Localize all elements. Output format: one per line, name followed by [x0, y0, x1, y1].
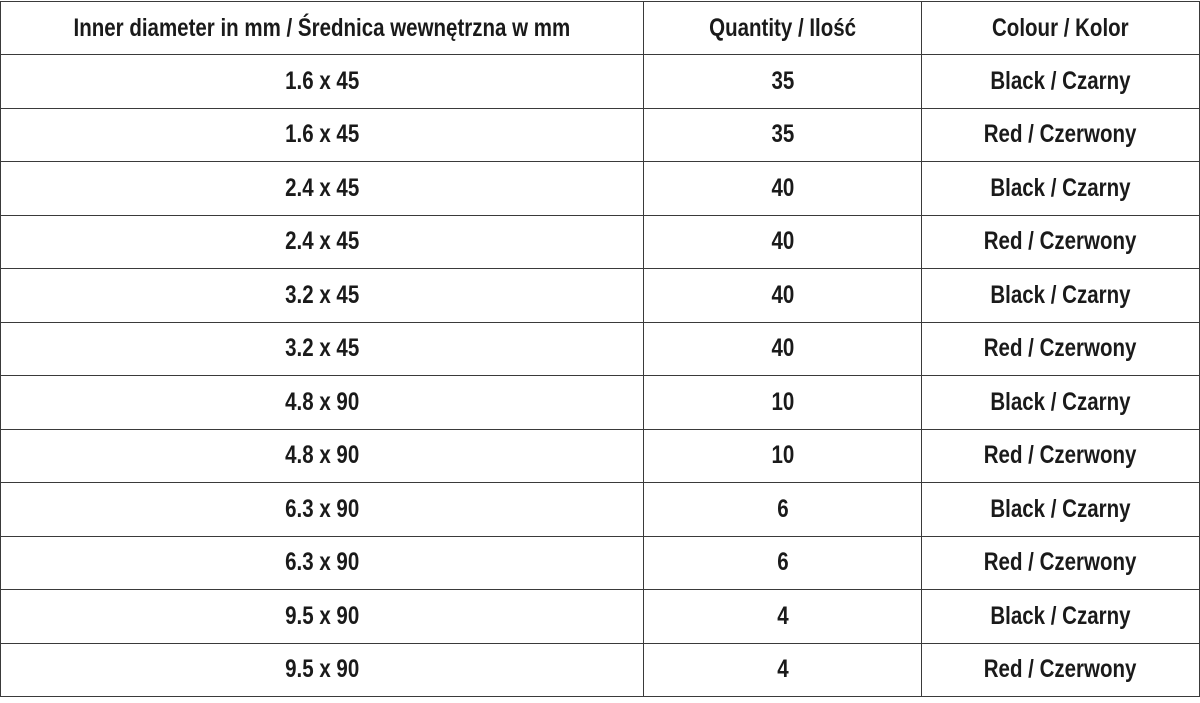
cell-text: 6	[776, 494, 789, 523]
cell-quantity: 4	[643, 589, 922, 644]
table-row: 3.2 x 45 40 Red / Czerwony	[0, 321, 1200, 376]
cell-text: 40	[771, 334, 794, 363]
cell-text: Black / Czarny	[990, 280, 1131, 309]
cell-inner-diameter: 6.3 x 90	[0, 535, 644, 590]
cell-colour: Black / Czarny	[921, 268, 1200, 323]
table-row: 1.6 x 45 35 Red / Czerwony	[0, 107, 1200, 162]
table-row: 2.4 x 45 40 Black / Czarny	[0, 161, 1200, 216]
cell-text: Black / Czarny	[990, 173, 1131, 202]
cell-colour: Black / Czarny	[921, 589, 1200, 644]
cell-quantity: 40	[643, 321, 922, 376]
cell-inner-diameter: 9.5 x 90	[0, 642, 644, 697]
header-label: Colour / Kolor	[992, 13, 1129, 42]
header-row: Inner diameter in mm / Średnica wewnętrz…	[0, 1, 1200, 55]
cell-inner-diameter: 9.5 x 90	[0, 589, 644, 644]
cell-inner-diameter: 2.4 x 45	[0, 161, 644, 216]
cell-text: Red / Czerwony	[984, 441, 1137, 470]
cell-quantity: 40	[643, 161, 922, 216]
cell-text: 40	[771, 280, 794, 309]
cell-text: 6.3 x 90	[284, 494, 360, 523]
cell-inner-diameter: 4.8 x 90	[0, 375, 644, 430]
cell-inner-diameter: 2.4 x 45	[0, 214, 644, 269]
cell-text: 1.6 x 45	[284, 66, 360, 95]
cell-text: Red / Czerwony	[984, 334, 1137, 363]
cell-colour: Red / Czerwony	[921, 214, 1200, 269]
cell-text: 40	[771, 173, 794, 202]
cell-quantity: 10	[643, 428, 922, 483]
cell-quantity: 4	[643, 642, 922, 697]
cell-colour: Red / Czerwony	[921, 321, 1200, 376]
cell-quantity: 35	[643, 54, 922, 109]
cell-text: 35	[771, 120, 794, 149]
cell-text: 6.3 x 90	[284, 548, 360, 577]
cell-text: Red / Czerwony	[984, 655, 1137, 684]
table-row: 6.3 x 90 6 Black / Czarny	[0, 482, 1200, 537]
cell-colour: Black / Czarny	[921, 161, 1200, 216]
cell-quantity: 35	[643, 107, 922, 162]
cell-colour: Red / Czerwony	[921, 535, 1200, 590]
table-row: 4.8 x 90 10 Black / Czarny	[0, 375, 1200, 430]
cell-colour: Red / Czerwony	[921, 428, 1200, 483]
cell-quantity: 6	[643, 482, 922, 537]
cell-text: Red / Czerwony	[984, 548, 1137, 577]
header-inner-diameter: Inner diameter in mm / Średnica wewnętrz…	[0, 1, 644, 55]
cell-colour: Red / Czerwony	[921, 107, 1200, 162]
cell-text: 1.6 x 45	[284, 120, 360, 149]
cell-quantity: 6	[643, 535, 922, 590]
cell-inner-diameter: 3.2 x 45	[0, 268, 644, 323]
cell-text: 9.5 x 90	[284, 655, 360, 684]
header-quantity: Quantity / Ilość	[643, 1, 922, 55]
cell-inner-diameter: 1.6 x 45	[0, 54, 644, 109]
cell-quantity: 10	[643, 375, 922, 430]
cell-text: 4	[776, 655, 789, 684]
cell-inner-diameter: 1.6 x 45	[0, 107, 644, 162]
cell-text: Black / Czarny	[990, 387, 1131, 416]
table-row: 2.4 x 45 40 Red / Czerwony	[0, 214, 1200, 269]
cell-text: 40	[771, 227, 794, 256]
header-label: Quantity / Ilość	[709, 13, 856, 42]
cell-text: 4.8 x 90	[284, 441, 360, 470]
cell-colour: Black / Czarny	[921, 482, 1200, 537]
cell-text: 2.4 x 45	[284, 227, 360, 256]
cell-text: Black / Czarny	[990, 66, 1131, 95]
cell-text: 35	[771, 66, 794, 95]
cell-colour: Red / Czerwony	[921, 642, 1200, 697]
cell-text: 6	[776, 548, 789, 577]
cell-text: Black / Czarny	[990, 601, 1131, 630]
cell-text: Red / Czerwony	[984, 227, 1137, 256]
cell-text: Black / Czarny	[990, 494, 1131, 523]
table-row: 1.6 x 45 35 Black / Czarny	[0, 54, 1200, 109]
cell-text: 10	[771, 387, 794, 416]
table-row: 6.3 x 90 6 Red / Czerwony	[0, 535, 1200, 590]
header-colour: Colour / Kolor	[921, 1, 1200, 55]
cell-text: Red / Czerwony	[984, 120, 1137, 149]
cell-inner-diameter: 4.8 x 90	[0, 428, 644, 483]
cell-text: 3.2 x 45	[284, 280, 360, 309]
cell-colour: Black / Czarny	[921, 54, 1200, 109]
cell-colour: Black / Czarny	[921, 375, 1200, 430]
table-row: 9.5 x 90 4 Red / Czerwony	[0, 642, 1200, 697]
cell-text: 9.5 x 90	[284, 601, 360, 630]
cell-quantity: 40	[643, 214, 922, 269]
table-row: 9.5 x 90 4 Black / Czarny	[0, 589, 1200, 644]
header-label: Inner diameter in mm / Średnica wewnętrz…	[73, 13, 571, 42]
cell-text: 4	[776, 601, 789, 630]
table-row: 4.8 x 90 10 Red / Czerwony	[0, 428, 1200, 483]
cell-text: 10	[771, 441, 794, 470]
cell-text: 3.2 x 45	[284, 334, 360, 363]
cell-inner-diameter: 3.2 x 45	[0, 321, 644, 376]
cell-text: 2.4 x 45	[284, 173, 360, 202]
cell-quantity: 40	[643, 268, 922, 323]
cell-inner-diameter: 6.3 x 90	[0, 482, 644, 537]
cell-text: 4.8 x 90	[284, 387, 360, 416]
table-row: 3.2 x 45 40 Black / Czarny	[0, 268, 1200, 323]
